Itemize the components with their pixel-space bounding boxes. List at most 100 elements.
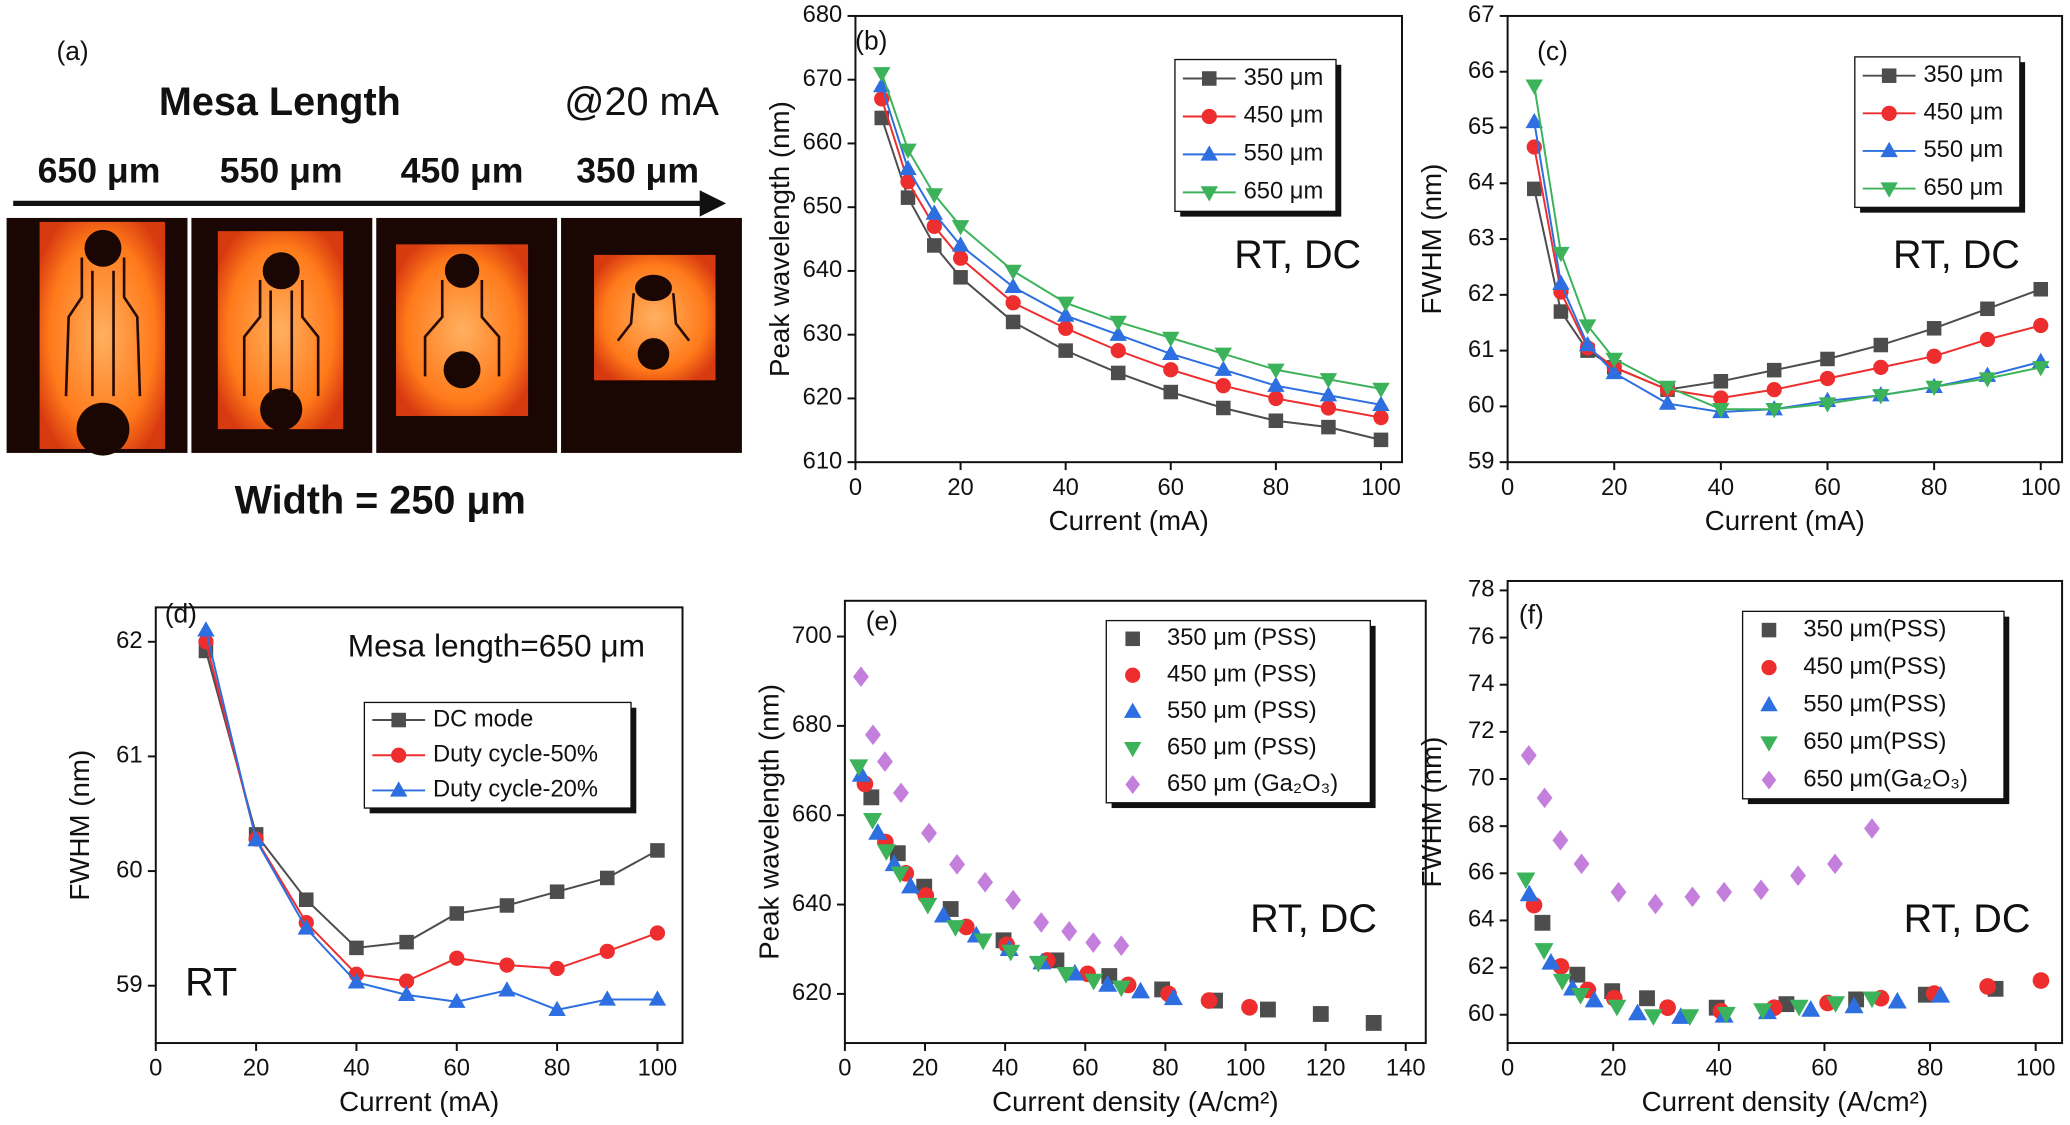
x-tick-label: 100: [2021, 474, 2061, 501]
marker: [1001, 944, 1021, 962]
marker: [1766, 382, 1782, 398]
marker: [1123, 702, 1142, 718]
y-tick-label: 61: [116, 742, 142, 769]
marker: [1862, 991, 1882, 1009]
x-tick-label: 140: [1386, 1055, 1426, 1082]
marker: [1643, 1009, 1663, 1026]
marker: [600, 870, 615, 886]
marker: [548, 1000, 566, 1016]
marker: [349, 940, 364, 956]
marker: [918, 897, 938, 915]
marker: [1765, 403, 1783, 419]
x-tick-label: 20: [912, 1055, 938, 1082]
y-tick-label: 62: [116, 627, 142, 654]
marker: [389, 781, 408, 797]
marker: [876, 844, 896, 861]
marker: [1926, 348, 1942, 364]
marker: [399, 934, 414, 950]
marker: [899, 143, 917, 159]
marker: [1552, 274, 1570, 290]
marker: [1578, 335, 1597, 352]
marker: [1607, 999, 1627, 1017]
y-tick-label: 670: [803, 65, 843, 92]
y-tick-label: 650: [803, 192, 843, 219]
marker: [1028, 955, 1048, 973]
marker: [853, 666, 869, 688]
marker: [1320, 400, 1337, 416]
legend-label: 550 μm(PSS): [1803, 690, 1946, 717]
marker: [1716, 881, 1733, 903]
y-tick-label: 63: [1468, 224, 1494, 251]
marker: [2032, 972, 2050, 989]
x-tick-label: 100: [1361, 474, 1401, 501]
marker: [1241, 998, 1258, 1016]
width-label: Width = 250 μm: [235, 479, 526, 523]
marker: [1004, 277, 1022, 294]
x-tick-label: 40: [992, 1055, 1018, 1082]
legend-label: 650 μm: [1923, 174, 2003, 201]
marker: [1131, 981, 1151, 999]
marker: [1844, 996, 1864, 1014]
marker: [1826, 996, 1846, 1013]
y-tick-label: 67: [1468, 1, 1494, 28]
marker: [1605, 363, 1623, 380]
marker: [1713, 374, 1729, 389]
marker: [945, 920, 965, 937]
x-tick-label: 20: [947, 474, 973, 501]
marker: [1887, 991, 1907, 1009]
marker: [1684, 886, 1701, 908]
marker: [1214, 347, 1233, 363]
x-tick-label: 0: [838, 1055, 851, 1082]
marker: [499, 957, 515, 973]
y-tick-label: 700: [792, 622, 832, 649]
chart: 0 20 40 60 80 100 59 60 61 62 Current (mA) FWHM (nm…: [64, 598, 684, 1117]
x-axis-label: Current density (A/cm²): [1642, 1086, 1929, 1117]
x-tick-label: 0: [1501, 1055, 1514, 1082]
y-axis-label: FWHM (nm): [64, 750, 95, 901]
legend-label: 650 μm: [1244, 178, 1324, 205]
marker: [1761, 770, 1777, 790]
annotation: RT, DC: [1234, 233, 1361, 277]
annotation: RT, DC: [1904, 897, 2031, 941]
marker: [890, 866, 910, 884]
marker: [1004, 264, 1022, 281]
x-tick-label: 40: [1708, 474, 1734, 501]
marker: [1790, 865, 1806, 886]
x-tick-label: 0: [849, 474, 862, 501]
marker: [1110, 365, 1126, 381]
y-tick-label: 72: [1468, 717, 1494, 744]
annotation: RT, DC: [1250, 897, 1377, 941]
marker: [1819, 370, 1836, 387]
x-tick-label: 40: [343, 1055, 369, 1082]
marker: [901, 876, 921, 894]
y-tick-label: 76: [1468, 623, 1494, 650]
legend-box: [1105, 619, 1371, 804]
marker: [1056, 306, 1075, 322]
legend-label: 550 μm (PSS): [1167, 697, 1317, 724]
legend-label: 450 μm: [1923, 99, 2003, 126]
marker: [977, 871, 994, 893]
marker: [1713, 390, 1729, 406]
marker: [1516, 872, 1536, 890]
legend-label: 450 μm(PSS): [1803, 653, 1946, 680]
marker: [1005, 314, 1021, 330]
marker: [1113, 935, 1130, 956]
plot-frame: [854, 14, 1403, 464]
marker: [1201, 108, 1217, 125]
annotation: RT, DC: [1893, 233, 2020, 277]
y-tick-label: 62: [1468, 953, 1494, 980]
annotation: Mesa length=650 μm: [348, 628, 645, 664]
y-tick-label: 64: [1468, 906, 1494, 933]
marker: [1628, 1003, 1648, 1021]
series-line: [880, 117, 1382, 441]
y-axis-label: FWHM (nm): [1416, 164, 1447, 315]
photo-condition: @20 mA: [564, 80, 719, 124]
x-axis-label: Current (mA): [1705, 505, 1865, 536]
marker: [1525, 112, 1543, 129]
series-line: [204, 641, 658, 983]
marker: [865, 724, 881, 746]
panel-label: (e): [866, 606, 898, 636]
panel-label: (a): [56, 36, 88, 66]
marker: [1111, 980, 1131, 998]
marker: [598, 990, 616, 1006]
